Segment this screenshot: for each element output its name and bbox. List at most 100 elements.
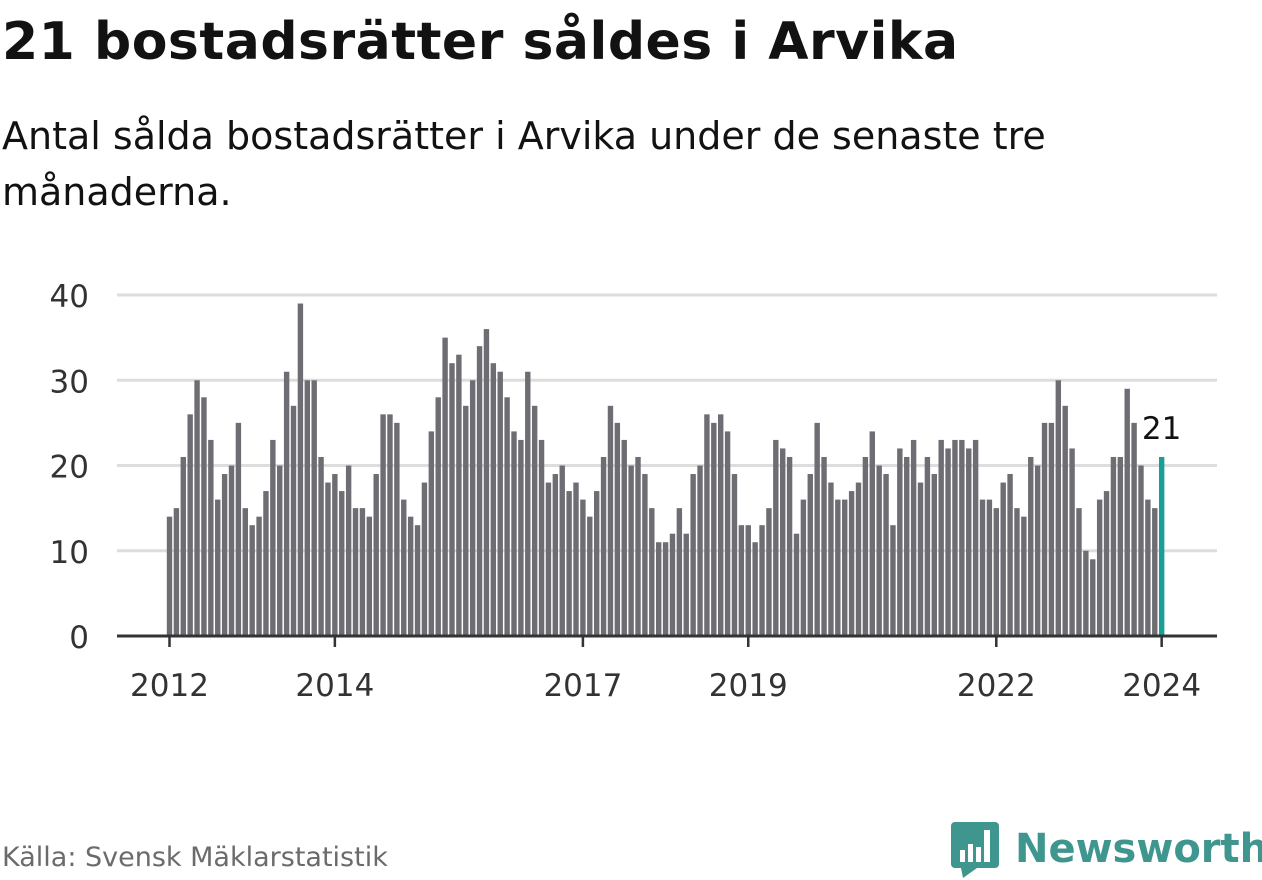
newsworthy-logo-icon: [951, 822, 999, 878]
bar: [780, 448, 786, 636]
bar: [359, 508, 366, 636]
bar: [738, 525, 745, 636]
bar: [731, 474, 738, 636]
bar: [807, 474, 813, 636]
bar: [1062, 405, 1068, 636]
bar: [793, 533, 800, 636]
bar: [979, 499, 986, 636]
bar: [428, 431, 435, 636]
bar: [235, 422, 242, 636]
bar: [394, 422, 400, 636]
bar: [545, 482, 552, 636]
bar: [380, 414, 386, 636]
x-tick-label: 2022: [957, 668, 1036, 700]
bar: [1110, 456, 1117, 636]
bar: [676, 508, 683, 636]
bar: [166, 516, 173, 636]
x-tick-label: 2012: [130, 668, 209, 700]
bar: [842, 499, 848, 636]
bar: [1048, 422, 1055, 636]
bar: [724, 431, 731, 636]
bar: [180, 456, 186, 636]
bar: [972, 439, 979, 636]
bar: [945, 448, 951, 636]
bar: [862, 456, 869, 636]
bar: [304, 380, 310, 636]
bar: [297, 303, 304, 636]
bar: [504, 397, 510, 636]
bar: [628, 465, 634, 636]
bar: [649, 508, 655, 636]
bar: [745, 525, 751, 636]
bar: [1055, 380, 1062, 636]
bar: [1000, 482, 1006, 636]
source-note: Källa: Svensk Mäklarstatistik: [2, 842, 388, 873]
bar: [277, 465, 283, 636]
bar: [821, 456, 827, 636]
y-tick-label: 30: [50, 364, 89, 400]
bar: [421, 482, 428, 636]
bar: [407, 516, 414, 636]
bar: [387, 414, 393, 636]
bar: [855, 482, 862, 636]
bar: [614, 422, 621, 636]
bar: [525, 371, 531, 636]
bar: [242, 508, 248, 636]
bar: [655, 542, 662, 636]
bar: [256, 516, 262, 636]
bar: [476, 346, 483, 636]
bar: [366, 516, 373, 636]
bar: [497, 371, 503, 636]
bar: [711, 422, 717, 636]
bar: [449, 363, 455, 636]
bar: [332, 474, 338, 636]
bar: [228, 465, 235, 636]
bar: [469, 380, 476, 636]
bar: [290, 405, 297, 636]
bar: [883, 474, 889, 636]
bar: [587, 516, 593, 636]
bar: [966, 448, 972, 636]
bar: [201, 397, 207, 636]
bar: [325, 482, 331, 636]
chart-subtitle: Antal sålda bostadsrätter i Arvika under…: [2, 114, 1046, 214]
bar: [373, 474, 379, 636]
bar: [669, 533, 676, 636]
bar: [607, 405, 614, 636]
bar: [890, 525, 896, 636]
bar: [552, 474, 559, 636]
bar: [249, 525, 255, 636]
bar: [270, 439, 276, 636]
bar: [173, 508, 180, 636]
bar: [848, 491, 855, 636]
bar: [435, 397, 441, 636]
bar: [952, 439, 958, 636]
bar: [869, 431, 875, 636]
bar: [1069, 448, 1075, 636]
bar: [263, 491, 269, 636]
bar: [690, 474, 696, 636]
bar: [662, 542, 669, 636]
bar: [208, 439, 214, 636]
bar: [531, 405, 538, 636]
bar: [635, 456, 641, 636]
bar: [1076, 508, 1082, 636]
bar: [1103, 491, 1110, 636]
bar: [814, 422, 820, 636]
bar: [924, 456, 931, 636]
bar: [704, 414, 710, 636]
bar: [904, 456, 910, 636]
bar: [339, 491, 345, 636]
bar: [483, 329, 490, 636]
brand-logo: Newsworthy: [951, 818, 1262, 880]
bar: [897, 448, 903, 636]
brand-name: Newsworthy: [1015, 826, 1262, 872]
chart-title: 21 bostadsrätter såldes i Arvika: [2, 12, 959, 72]
bar: [187, 414, 193, 636]
highlight-bar: [1158, 456, 1165, 636]
bar: [621, 439, 627, 636]
bar: [773, 439, 779, 636]
bar: [1124, 388, 1130, 636]
bar: [835, 499, 841, 636]
bar: [1021, 516, 1027, 636]
